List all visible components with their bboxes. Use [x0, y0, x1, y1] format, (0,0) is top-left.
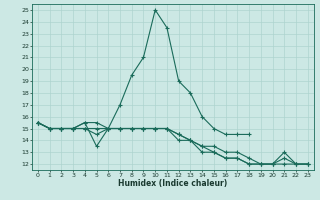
X-axis label: Humidex (Indice chaleur): Humidex (Indice chaleur)	[118, 179, 228, 188]
